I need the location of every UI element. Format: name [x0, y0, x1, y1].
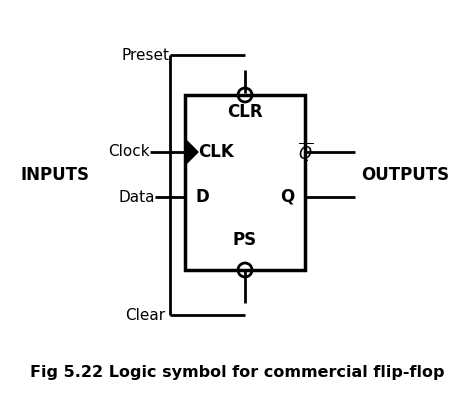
Text: Clear: Clear	[125, 308, 165, 322]
Text: Preset: Preset	[122, 47, 170, 62]
Text: OUTPUTS: OUTPUTS	[361, 166, 449, 184]
Text: $\overline{Q}$: $\overline{Q}$	[298, 140, 313, 164]
Text: Fig 5.22 Logic symbol for commercial flip-flop: Fig 5.22 Logic symbol for commercial fli…	[30, 365, 444, 380]
Text: CLR: CLR	[227, 103, 263, 121]
Text: Clock: Clock	[109, 144, 150, 160]
Text: INPUTS: INPUTS	[20, 166, 90, 184]
Text: Data: Data	[118, 189, 155, 205]
Bar	[185, 95, 305, 270]
Text: PS: PS	[233, 231, 257, 249]
Text: D: D	[196, 188, 210, 206]
Polygon shape	[185, 139, 198, 165]
Text: Q: Q	[280, 188, 294, 206]
Text: CLK: CLK	[198, 143, 234, 161]
